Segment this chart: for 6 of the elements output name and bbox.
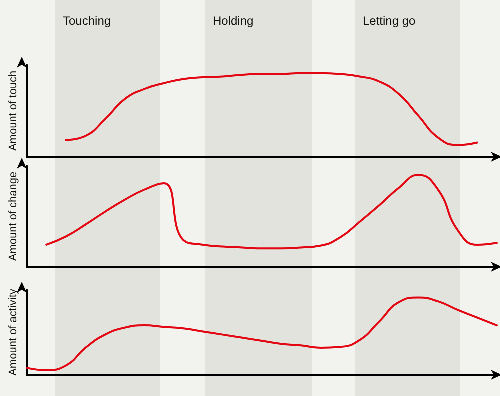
y-axis-title: Amount of activity [8,288,20,376]
text: Letting go [363,14,416,28]
y-axis-title: Amount of change [8,172,20,262]
text: Holding [213,14,254,28]
y-axis-title: Amount of touch [8,70,20,152]
text: Touching [63,14,112,28]
